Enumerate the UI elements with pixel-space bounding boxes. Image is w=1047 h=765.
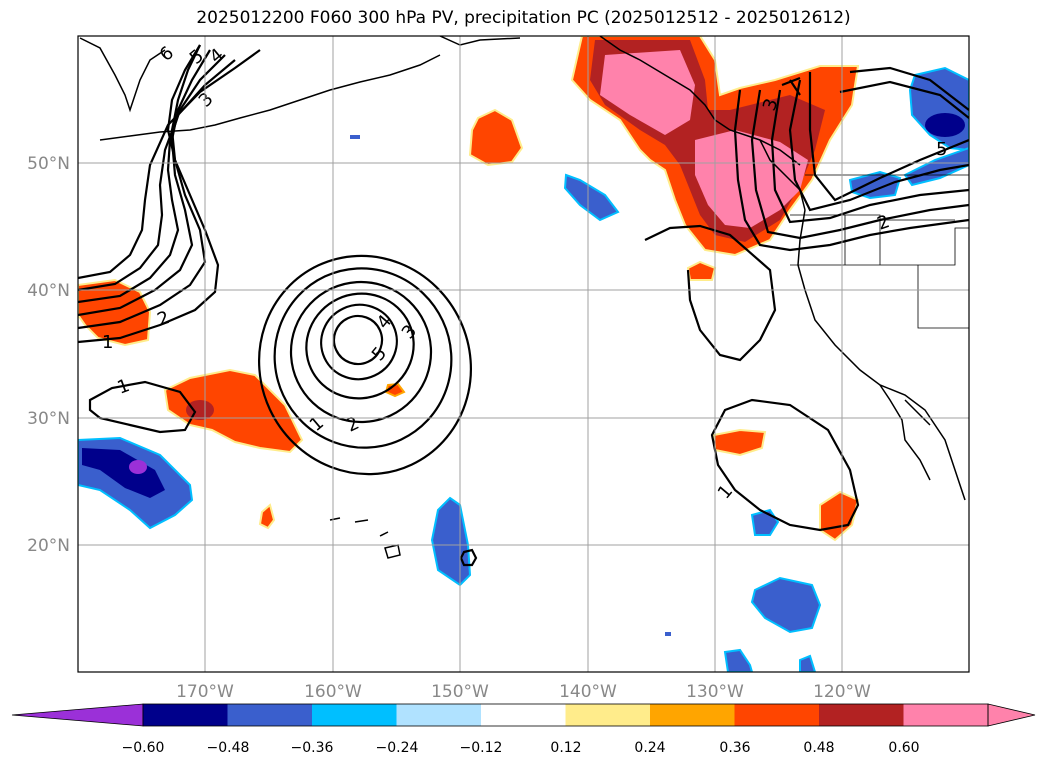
colorbar-tick-label: 0.24 bbox=[634, 740, 665, 756]
lon-tick-label: 120°W bbox=[813, 682, 871, 702]
coastline-baja bbox=[879, 384, 931, 481]
border-states bbox=[790, 214, 969, 329]
precip-positive-area bbox=[258, 503, 276, 530]
colorbar-extension-right bbox=[987, 703, 1036, 727]
pv-contour bbox=[644, 224, 777, 362]
colorbar-segment bbox=[650, 704, 735, 726]
precip-negative-core bbox=[82, 448, 165, 498]
colorbar-segment bbox=[481, 704, 566, 726]
precip-positive-area bbox=[163, 368, 304, 454]
precip-negative-speck bbox=[665, 632, 671, 636]
map-title: 2025012200 F060 300 hPa PV, precipitatio… bbox=[196, 8, 851, 28]
precip-negative-area bbox=[750, 576, 822, 634]
contour-label: 5 bbox=[936, 139, 947, 160]
pv-contour bbox=[849, 66, 969, 111]
pv-contour-ring bbox=[289, 280, 433, 424]
colorbar-segment bbox=[396, 704, 482, 726]
lon-tick-label: 140°W bbox=[559, 682, 617, 702]
precip-positive-area bbox=[78, 278, 152, 347]
colorbar-segment bbox=[903, 704, 989, 726]
colorbar-segment bbox=[312, 704, 397, 726]
coastline-cape-ring bbox=[459, 548, 478, 567]
pv-contour bbox=[808, 72, 969, 202]
lat-tick-label: 50°N bbox=[27, 154, 70, 174]
coastline-kamchatka bbox=[79, 37, 166, 113]
pv-contour-ring bbox=[320, 303, 398, 381]
precip-positive-core bbox=[186, 400, 214, 420]
pv-contour-ring bbox=[305, 292, 415, 400]
precip-negative-area bbox=[563, 173, 620, 222]
precip-positive-area bbox=[686, 260, 717, 281]
colorbar-extension-left bbox=[11, 703, 144, 727]
pv-contour-ring bbox=[332, 314, 384, 366]
pv-contour-ring bbox=[273, 267, 453, 449]
pv-contour bbox=[78, 44, 207, 330]
lat-tick-label: 40°N bbox=[27, 281, 70, 301]
colorbar-tick-label: 0.36 bbox=[719, 740, 750, 756]
lon-tick-label: 130°W bbox=[686, 682, 744, 702]
coastline-hawaii bbox=[329, 517, 401, 559]
pv-contour bbox=[78, 49, 261, 280]
colorbar-segment bbox=[734, 704, 820, 726]
contour-label: 1 bbox=[102, 332, 113, 353]
pv-contour bbox=[788, 79, 969, 212]
latitude-labels: 50°N 40°N 30°N 20°N bbox=[27, 154, 70, 556]
coastline-alaska bbox=[439, 36, 801, 166]
lon-tick-label: 160°W bbox=[304, 682, 362, 702]
precip-negative-speck bbox=[350, 135, 360, 139]
coastline-aleutians bbox=[99, 54, 441, 141]
colorbar-tick-label: −0.24 bbox=[376, 740, 419, 756]
pv-contour bbox=[770, 89, 969, 224]
precip-negative-area bbox=[723, 648, 754, 672]
precip-negative-area bbox=[799, 654, 817, 672]
longitude-labels: 170°W 160°W 150°W 140°W 130°W 120°W bbox=[176, 682, 871, 702]
colorbar-frame bbox=[142, 703, 989, 727]
graticule bbox=[78, 36, 969, 672]
colorbar-segment bbox=[227, 704, 313, 726]
pv-contour bbox=[78, 49, 211, 317]
pv-contour bbox=[781, 76, 801, 96]
pv-contour bbox=[733, 89, 969, 252]
colorbar-segment bbox=[143, 704, 228, 726]
colorbar-tick-label: 0.60 bbox=[888, 740, 919, 756]
colorbar-tick-label: −0.60 bbox=[122, 740, 165, 756]
colorbar-tick-labels: −0.60 −0.48 −0.36 −0.24 −0.12 0.12 0.24 … bbox=[122, 740, 920, 756]
precip-positive-peak bbox=[600, 50, 695, 135]
coastline-british-columbia bbox=[759, 139, 806, 211]
precip-positive-peak bbox=[695, 130, 808, 228]
pv-contour bbox=[750, 89, 969, 240]
lon-tick-label: 150°W bbox=[431, 682, 489, 702]
pv-contours bbox=[78, 44, 969, 532]
precip-positive-area bbox=[468, 108, 524, 167]
colorbar bbox=[11, 703, 1036, 727]
lon-tick-label: 170°W bbox=[176, 682, 234, 702]
colorbar-segment bbox=[819, 704, 904, 726]
pv-contour bbox=[78, 54, 226, 304]
lat-tick-label: 30°N bbox=[27, 409, 70, 429]
lat-tick-label: 20°N bbox=[27, 536, 70, 556]
colorbar-tick-label: −0.36 bbox=[291, 740, 334, 756]
precip-negative-core bbox=[925, 113, 965, 137]
colorbar-segment bbox=[565, 704, 651, 726]
colorbar-tick-label: −0.12 bbox=[460, 740, 503, 756]
pv-contour bbox=[88, 380, 197, 434]
plot-frame bbox=[77, 35, 970, 673]
pv-contour bbox=[710, 398, 860, 532]
colorbar-tick-label: 0.48 bbox=[803, 740, 834, 756]
coastlines bbox=[79, 36, 966, 567]
precip-negative-peak bbox=[129, 460, 147, 474]
colorbar-tick-label: 0.12 bbox=[550, 740, 581, 756]
pv-contour bbox=[839, 80, 969, 119]
colorbar-tick-label: −0.48 bbox=[207, 740, 250, 756]
